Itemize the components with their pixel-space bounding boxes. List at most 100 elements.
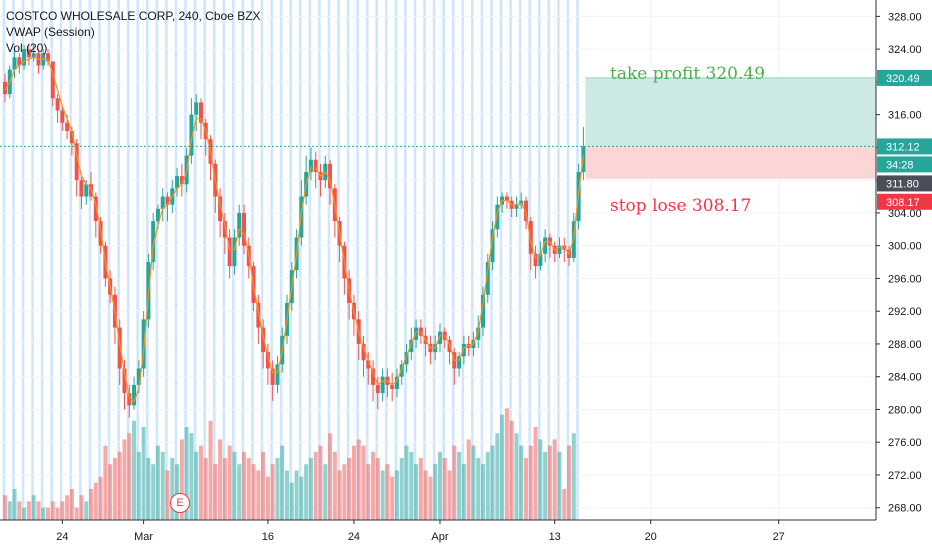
earnings-marker[interactable]: E: [170, 493, 190, 513]
volume-bar: [261, 451, 266, 520]
volume-bar: [495, 433, 500, 520]
volume-bar: [543, 451, 548, 520]
candle-body: [17, 57, 22, 66]
candle-body: [457, 356, 462, 369]
session-band: [547, 0, 551, 520]
session-band: [88, 0, 92, 520]
volume-bar: [179, 439, 184, 520]
candle-body: [437, 331, 442, 344]
chart-legend: COSTCO WHOLESALE CORP, 240, Cboe BZX VWA…: [6, 8, 261, 56]
volume-indicator-label[interactable]: Vol (20): [6, 41, 48, 55]
volume-bar: [461, 464, 466, 520]
volume-bar: [232, 451, 237, 520]
volume-bar: [519, 445, 524, 520]
candle-body: [504, 196, 509, 201]
session-band: [356, 0, 359, 520]
volume-bar: [423, 470, 428, 520]
volume-bar: [547, 445, 552, 520]
session-band: [442, 0, 445, 520]
volume-bar: [394, 470, 399, 520]
volume-bar: [227, 445, 232, 520]
volume-bar: [457, 451, 462, 520]
session-band: [404, 0, 407, 520]
candle-body: [93, 196, 98, 222]
candle-body: [50, 61, 55, 99]
volume-bar: [275, 458, 280, 520]
session-band: [12, 0, 15, 520]
session-band: [79, 0, 82, 520]
volume-bar: [136, 451, 141, 520]
candle-body: [55, 98, 60, 111]
volume-bar: [65, 495, 70, 520]
volume-bar: [361, 445, 366, 520]
candle-body: [132, 384, 137, 406]
volume-bar: [55, 507, 60, 520]
session-band: [461, 0, 465, 520]
candle-body: [69, 131, 74, 144]
session-band: [165, 0, 168, 520]
volume-bar: [79, 495, 84, 520]
session-band: [394, 0, 398, 520]
session-band: [327, 0, 331, 520]
volume-bar: [256, 470, 261, 520]
volume-bar: [189, 433, 194, 520]
candle-body: [218, 196, 223, 222]
volume-bar: [7, 501, 12, 520]
volume-bar: [270, 464, 275, 520]
stop-loss-tag-bg: [877, 193, 932, 210]
session-band: [59, 0, 63, 520]
candle-body: [175, 176, 180, 189]
volume-bar: [184, 427, 189, 520]
volume-bar: [222, 458, 227, 520]
session-band: [451, 0, 455, 520]
candle-body: [237, 212, 242, 238]
x-tick-label: 20: [645, 531, 657, 543]
y-tick-label: 292.00: [888, 306, 922, 318]
candle-body: [122, 368, 127, 394]
volume-bar: [74, 507, 79, 520]
volume-bar: [332, 451, 337, 520]
y-tick-label: 300.00: [888, 241, 922, 253]
volume-bar: [165, 470, 170, 520]
candle-body: [481, 294, 485, 328]
candle-body: [524, 200, 529, 222]
volume-bar: [237, 464, 242, 520]
volume-bar: [22, 507, 27, 520]
volume-bar: [108, 464, 113, 520]
stop-loss-tag: 308.17: [886, 197, 920, 209]
current-price-tag: 312.12: [886, 141, 920, 153]
candle-body: [84, 184, 89, 197]
vwap-line: [4, 56, 584, 403]
volume-bar: [41, 507, 46, 520]
candle-body: [194, 102, 199, 115]
volume-bar: [552, 439, 557, 520]
axes: 328.00324.00320.00316.00312.00308.00304.…: [0, 0, 922, 543]
volume-bar: [437, 451, 442, 520]
y-tick-label: 288.00: [888, 339, 922, 351]
session-band: [241, 0, 245, 520]
session-band: [31, 0, 34, 520]
volume-bar: [500, 414, 505, 520]
position-zones: [585, 77, 876, 179]
y-tick-label: 296.00: [888, 273, 922, 285]
y-tick-label: 324.00: [888, 44, 922, 56]
candle-body: [141, 319, 146, 369]
candle-body: [265, 352, 270, 369]
stop-loss-label: stop lose 308.17: [610, 196, 752, 216]
volume-bar: [471, 445, 476, 520]
volume-bar: [528, 445, 533, 520]
session-band: [413, 0, 417, 520]
volume-bar: [509, 420, 514, 520]
session-band: [298, 0, 302, 520]
vwap-indicator-label[interactable]: VWAP (Session): [6, 25, 95, 39]
volume-bar: [371, 451, 376, 520]
candle-body: [242, 212, 246, 246]
volume-bar: [390, 476, 395, 520]
volume-bar: [103, 445, 108, 520]
session-band: [375, 0, 379, 520]
volume-bar: [514, 433, 519, 520]
candle-body: [543, 237, 548, 254]
volume-bar: [485, 451, 490, 520]
volume-bar: [198, 445, 203, 520]
